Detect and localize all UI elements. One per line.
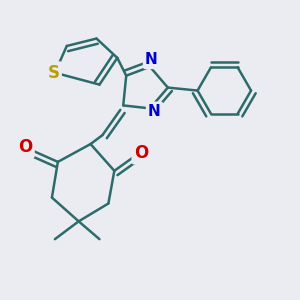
Text: O: O [18, 138, 32, 156]
Text: S: S [47, 64, 59, 82]
Text: O: O [134, 144, 148, 162]
Text: N: N [145, 52, 158, 67]
Text: N: N [148, 104, 161, 119]
